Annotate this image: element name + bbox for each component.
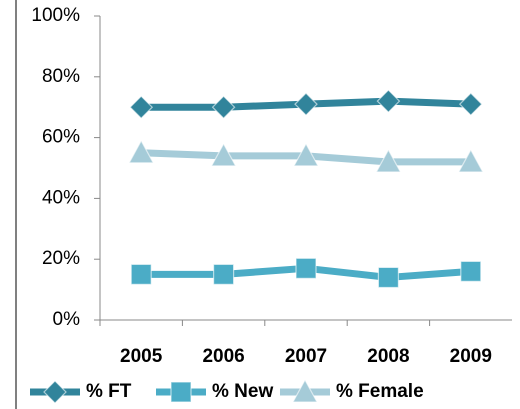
marker — [295, 257, 317, 279]
marker — [211, 95, 236, 120]
marker — [292, 142, 320, 167]
marker — [213, 263, 235, 285]
marker — [458, 92, 483, 117]
y-tick-label: 0% — [53, 309, 81, 330]
marker — [129, 95, 154, 120]
legend-marker — [43, 380, 67, 404]
legend-label: % Female — [336, 381, 424, 402]
legend-marker — [291, 378, 319, 403]
y-tick-label: 100% — [31, 5, 80, 26]
y-tick-label: 60% — [42, 127, 80, 148]
x-tick-label: 2008 — [367, 346, 409, 367]
y-tick-label: 20% — [42, 248, 80, 269]
marker — [377, 266, 399, 289]
y-tick-label: 80% — [42, 66, 80, 87]
legend-label: % New — [212, 381, 273, 402]
marker — [130, 263, 152, 285]
marker — [128, 139, 155, 164]
x-tick-label: 2005 — [120, 346, 163, 367]
legend-marker — [170, 381, 192, 403]
x-tick-label: 2009 — [450, 346, 492, 367]
marker — [294, 92, 318, 117]
x-tick-label: 2007 — [285, 346, 327, 367]
y-tick-label: 40% — [42, 187, 80, 208]
marker — [376, 89, 401, 113]
marker — [460, 260, 482, 282]
marker — [375, 148, 402, 173]
marker — [210, 142, 237, 167]
x-tick-label: 2006 — [202, 346, 244, 367]
marker — [457, 148, 484, 173]
legend-label: % FT — [86, 381, 132, 402]
